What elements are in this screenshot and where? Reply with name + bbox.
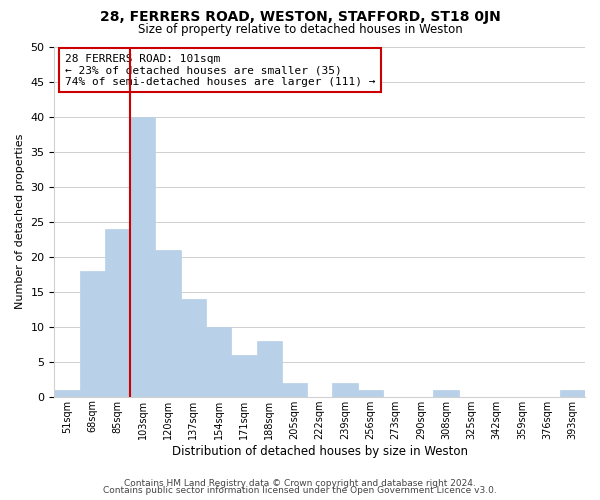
Bar (231, 354, 257, 397)
Bar (282, 382, 307, 396)
Bar (181, 298, 206, 396)
Bar (130, 116, 155, 396)
Y-axis label: Number of detached properties: Number of detached properties (15, 134, 25, 310)
Bar (358, 390, 383, 396)
Bar (105, 228, 130, 396)
Text: 28 FERRERS ROAD: 101sqm
← 23% of detached houses are smaller (35)
74% of semi-de: 28 FERRERS ROAD: 101sqm ← 23% of detache… (65, 54, 376, 86)
Bar (155, 250, 181, 396)
Text: 28, FERRERS ROAD, WESTON, STAFFORD, ST18 0JN: 28, FERRERS ROAD, WESTON, STAFFORD, ST18… (100, 10, 500, 24)
Bar (257, 340, 282, 396)
X-axis label: Distribution of detached houses by size in Weston: Distribution of detached houses by size … (172, 444, 468, 458)
Bar (206, 326, 231, 396)
Text: Contains HM Land Registry data © Crown copyright and database right 2024.: Contains HM Land Registry data © Crown c… (124, 478, 476, 488)
Bar (433, 390, 458, 396)
Bar (560, 390, 585, 396)
Text: Size of property relative to detached houses in Weston: Size of property relative to detached ho… (137, 22, 463, 36)
Bar (332, 382, 358, 396)
Bar (55, 390, 80, 396)
Text: Contains public sector information licensed under the Open Government Licence v3: Contains public sector information licen… (103, 486, 497, 495)
Bar (80, 270, 105, 396)
